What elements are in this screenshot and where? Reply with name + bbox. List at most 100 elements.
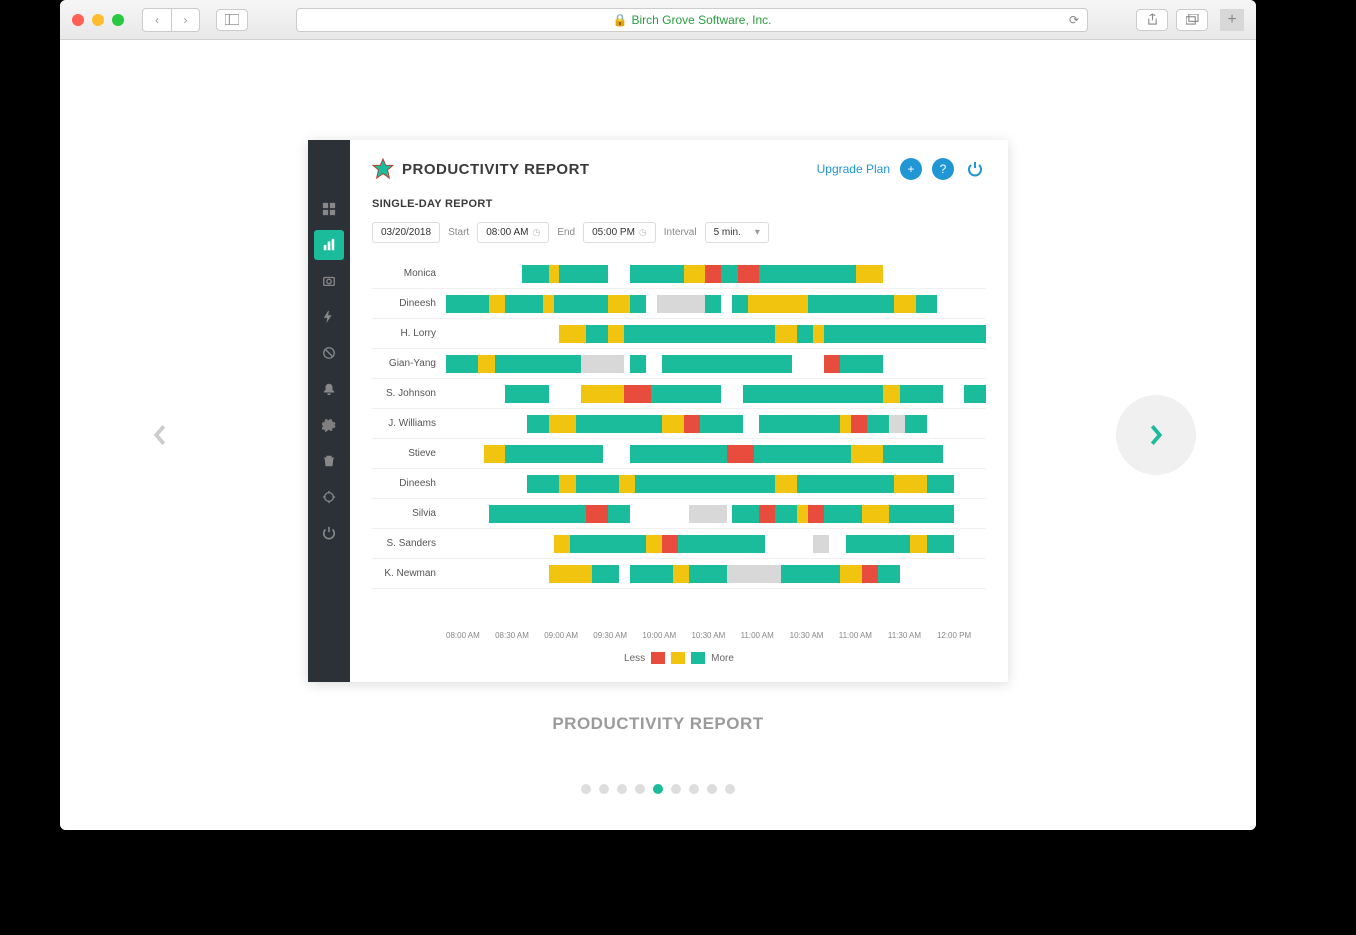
activity-segment <box>813 535 829 553</box>
end-time-picker[interactable]: 05:00 PM◷ <box>583 222 656 243</box>
x-tick: 12:00 PM <box>937 631 986 640</box>
sidebar-reports-icon[interactable] <box>314 230 344 260</box>
sidebar-target-icon[interactable] <box>314 482 344 512</box>
forward-button[interactable]: › <box>171 9 199 31</box>
activity-segment <box>684 415 700 433</box>
row-track <box>446 535 986 553</box>
x-tick: 09:30 AM <box>593 631 642 640</box>
address-bar[interactable]: 🔒 Birch Grove Software, Inc. ⟳ <box>296 8 1088 32</box>
row-track <box>446 295 986 313</box>
add-button[interactable]: + <box>900 158 922 180</box>
row-track <box>446 355 986 373</box>
minimize-window-button[interactable] <box>92 14 104 26</box>
activity-segment <box>689 565 727 583</box>
x-tick: 08:00 AM <box>446 631 495 640</box>
activity-segment <box>549 265 560 283</box>
sidebar-trash-icon[interactable] <box>314 446 344 476</box>
activity-segment <box>662 535 678 553</box>
x-tick: 11:00 AM <box>741 631 790 640</box>
activity-segment <box>797 505 808 523</box>
activity-segment <box>808 295 894 313</box>
activity-segment <box>554 535 570 553</box>
reload-button[interactable]: ⟳ <box>1069 13 1079 27</box>
employee-label: Monica <box>372 268 446 279</box>
activity-segment <box>900 385 943 403</box>
activity-segment <box>559 475 575 493</box>
activity-segment <box>759 505 775 523</box>
activity-segment <box>905 415 927 433</box>
activity-segment <box>846 535 911 553</box>
activity-segment <box>662 355 792 373</box>
activity-segment <box>759 265 856 283</box>
nav-buttons: ‹ › <box>142 8 200 32</box>
chart-row: Silvia <box>372 499 986 529</box>
carousel-dots <box>60 784 1256 794</box>
sidebar-alerts-icon[interactable] <box>314 374 344 404</box>
activity-segment <box>554 295 608 313</box>
carousel-next-button[interactable] <box>1116 395 1196 475</box>
back-button[interactable]: ‹ <box>143 9 171 31</box>
employee-label: S. Johnson <box>372 388 446 399</box>
sidebar-activity-icon[interactable] <box>314 302 344 332</box>
activity-segment <box>586 325 608 343</box>
activity-segment <box>813 325 824 343</box>
carousel-dot[interactable] <box>653 784 663 794</box>
carousel-dot[interactable] <box>689 784 699 794</box>
legend-swatch-unproductive <box>651 652 665 664</box>
share-button[interactable] <box>1136 9 1168 31</box>
activity-segment <box>630 445 727 463</box>
activity-segment <box>505 445 602 463</box>
activity-segment <box>581 385 624 403</box>
carousel-dot[interactable] <box>599 784 609 794</box>
activity-segment <box>619 475 635 493</box>
productivity-chart: MonicaDineeshH. LorryGian-YangS. Johnson… <box>372 259 986 664</box>
close-window-button[interactable] <box>72 14 84 26</box>
sidebar-screenshots-icon[interactable] <box>314 266 344 296</box>
lock-icon: 🔒 <box>612 13 627 27</box>
chart-row: Monica <box>372 259 986 289</box>
activity-segment <box>824 505 862 523</box>
interval-select[interactable]: 5 min.▾ <box>705 222 769 243</box>
activity-segment <box>862 565 878 583</box>
sidebar-power-icon[interactable] <box>314 518 344 548</box>
employee-label: J. Williams <box>372 418 446 429</box>
activity-segment <box>862 505 889 523</box>
help-button[interactable]: ? <box>932 158 954 180</box>
activity-segment <box>624 385 651 403</box>
employee-label: Dineesh <box>372 478 446 489</box>
activity-segment <box>684 265 706 283</box>
sidebar-toggle-button[interactable] <box>216 9 248 31</box>
start-time-picker[interactable]: 08:00 AM◷ <box>477 222 549 243</box>
carousel-dot[interactable] <box>671 784 681 794</box>
activity-segment <box>559 265 608 283</box>
logout-button[interactable] <box>964 158 986 180</box>
chart-row: Dineesh <box>372 289 986 319</box>
activity-segment <box>505 385 548 403</box>
upgrade-plan-link[interactable]: Upgrade Plan <box>817 162 890 176</box>
carousel-dot[interactable] <box>635 784 645 794</box>
x-tick: 11:30 AM <box>888 631 937 640</box>
employee-label: Dineesh <box>372 298 446 309</box>
sidebar-dashboard-icon[interactable] <box>314 194 344 224</box>
maximize-window-button[interactable] <box>112 14 124 26</box>
chart-row: Dineesh <box>372 469 986 499</box>
activity-segment <box>759 415 840 433</box>
date-picker[interactable]: 03/20/2018 <box>372 222 440 243</box>
activity-segment <box>781 565 840 583</box>
carousel-dot[interactable] <box>707 784 717 794</box>
activity-segment <box>608 325 624 343</box>
new-tab-button[interactable]: + <box>1220 9 1244 31</box>
activity-segment <box>559 325 586 343</box>
tabs-button[interactable] <box>1176 9 1208 31</box>
legend-swatch-productive <box>691 652 705 664</box>
carousel-dot[interactable] <box>725 784 735 794</box>
activity-segment <box>484 445 506 463</box>
start-label: Start <box>448 227 469 238</box>
x-tick: 10:30 AM <box>790 631 839 640</box>
sidebar-block-icon[interactable] <box>314 338 344 368</box>
carousel-dot[interactable] <box>581 784 591 794</box>
sidebar-settings-icon[interactable] <box>314 410 344 440</box>
carousel-dot[interactable] <box>617 784 627 794</box>
carousel-prev-button[interactable] <box>120 395 200 475</box>
employee-label: H. Lorry <box>372 328 446 339</box>
